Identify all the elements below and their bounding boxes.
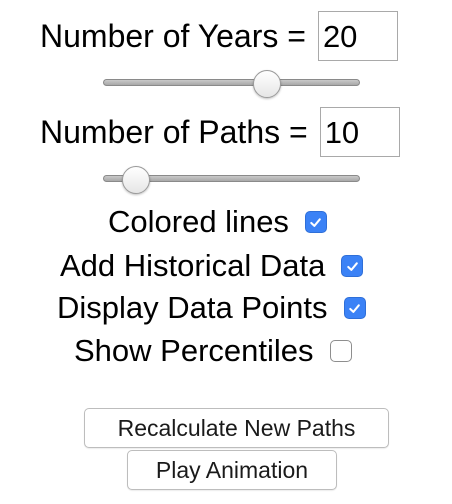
checkmark-icon xyxy=(349,303,360,313)
option-display-data-points: Display Data Points xyxy=(57,290,366,326)
years-row: Number of Years = xyxy=(40,11,398,61)
option-colored-lines: Colored lines xyxy=(108,204,327,240)
years-input[interactable] xyxy=(317,11,398,61)
option-show-percentiles: Show Percentiles xyxy=(74,333,352,369)
add-historical-data-checkbox[interactable] xyxy=(341,255,364,277)
years-slider-thumb[interactable] xyxy=(253,70,282,98)
paths-slider-thumb[interactable] xyxy=(122,166,151,194)
paths-row: Number of Paths = xyxy=(40,107,400,157)
play-animation-button[interactable]: Play Animation xyxy=(127,450,337,490)
checkmark-icon xyxy=(310,217,322,227)
show-percentiles-label: Show Percentiles xyxy=(74,333,314,368)
paths-slider-track[interactable] xyxy=(103,175,360,182)
paths-slider[interactable] xyxy=(103,166,360,194)
show-percentiles-checkbox[interactable] xyxy=(329,340,352,362)
display-data-points-label: Display Data Points xyxy=(57,290,328,325)
years-slider-track[interactable] xyxy=(103,79,360,86)
paths-input[interactable] xyxy=(319,107,400,157)
years-label: Number of Years = xyxy=(40,18,306,54)
paths-label: Number of Paths = xyxy=(40,114,308,150)
colored-lines-checkbox[interactable] xyxy=(304,211,327,233)
years-slider[interactable] xyxy=(103,70,360,98)
checkmark-icon xyxy=(347,261,358,271)
colored-lines-label: Colored lines xyxy=(108,204,289,239)
add-historical-data-label: Add Historical Data xyxy=(60,248,326,283)
option-add-historical-data: Add Historical Data xyxy=(60,248,364,284)
recalculate-new-paths-button[interactable]: Recalculate New Paths xyxy=(84,408,389,448)
display-data-points-checkbox[interactable] xyxy=(343,297,366,319)
